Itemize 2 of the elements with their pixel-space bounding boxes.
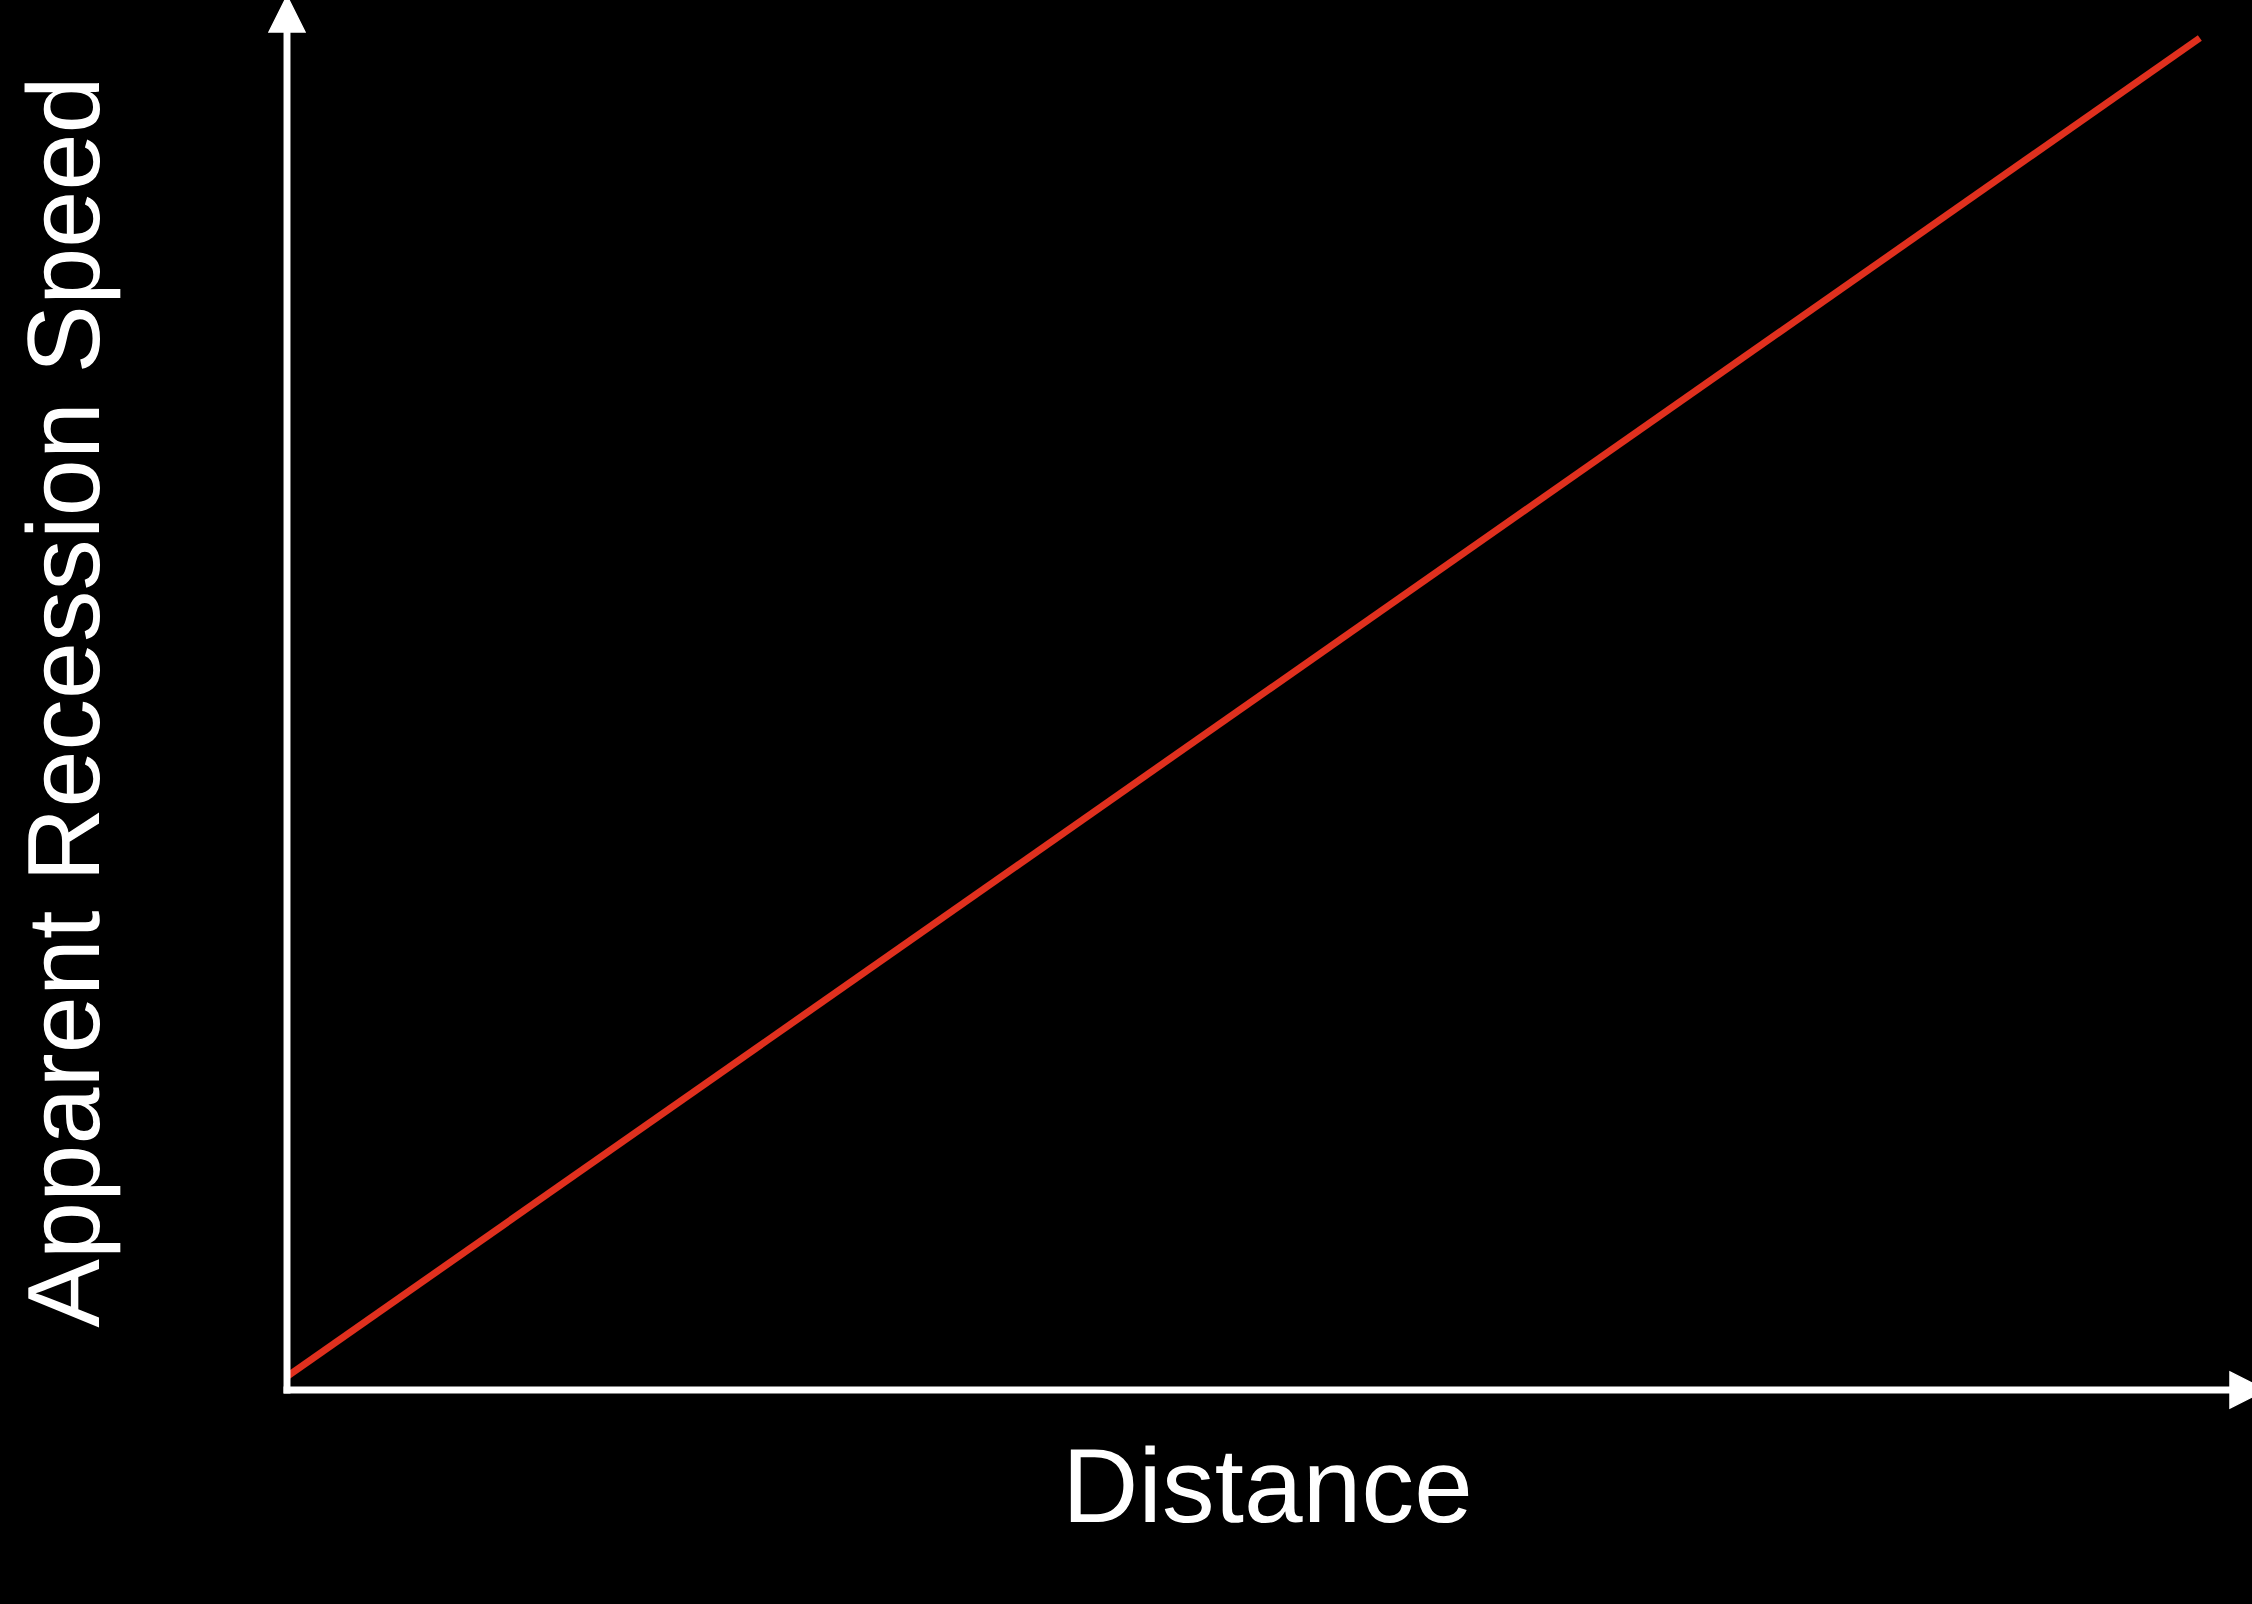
x-axis-title: Distance [1070, 1445, 1469, 1524]
y-axis-title: Apparent Recession Speed [24, 82, 121, 1328]
